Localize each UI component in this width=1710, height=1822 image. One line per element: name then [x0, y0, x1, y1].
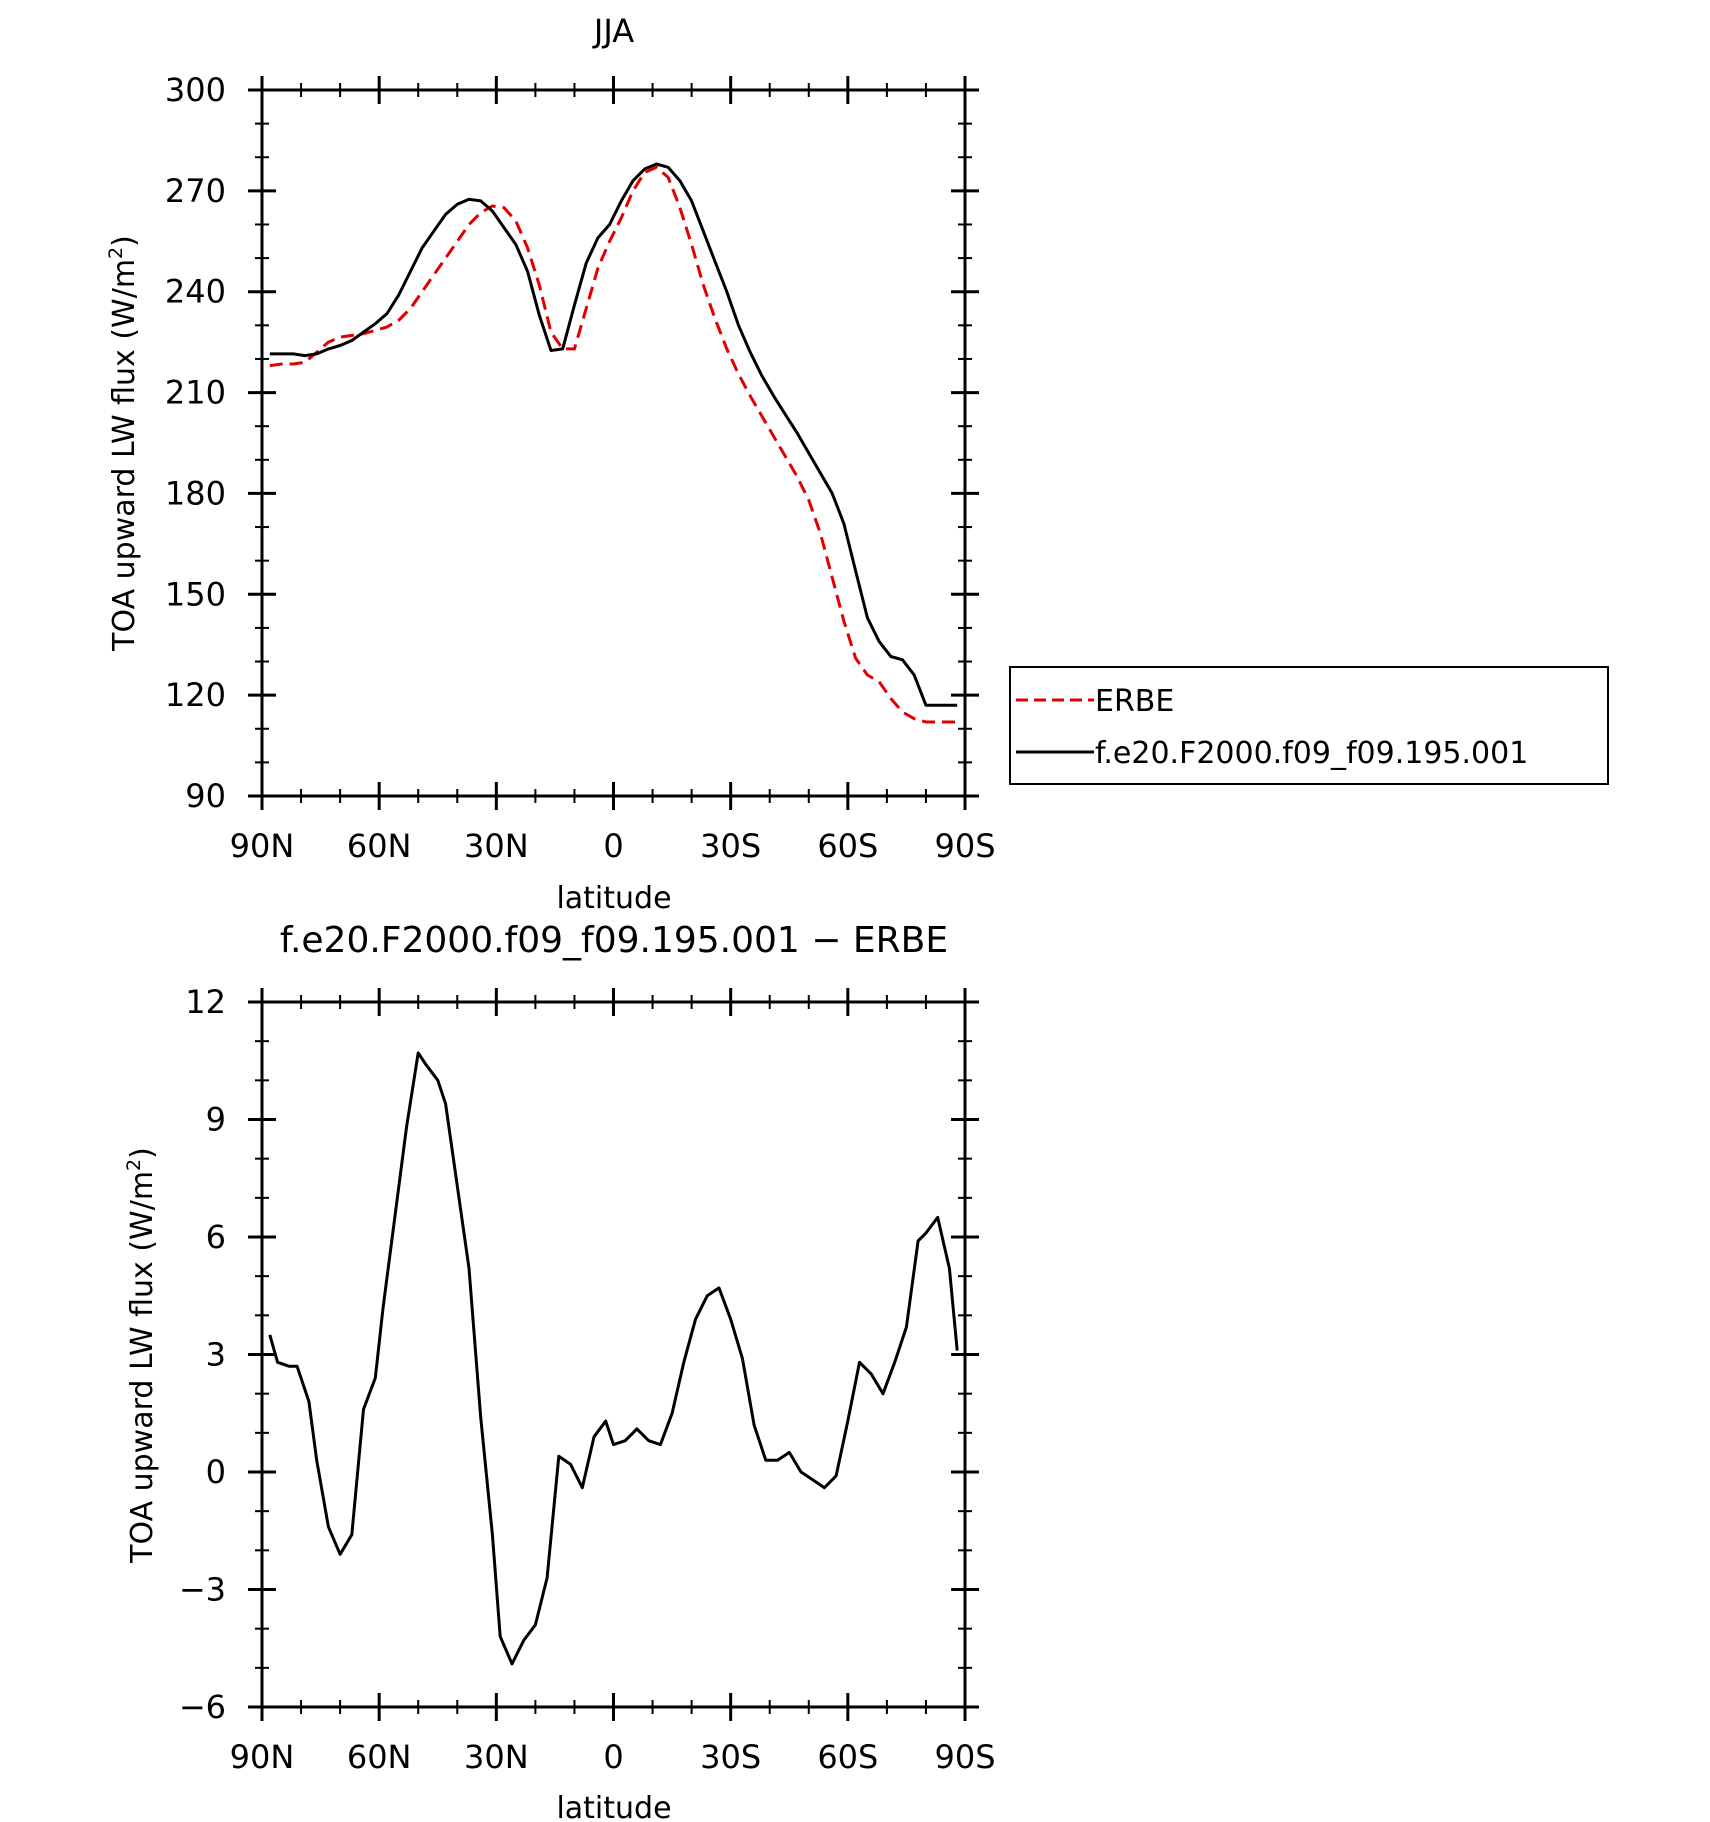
- top-y-axis-label: TOA upward LW flux (W/m2): [105, 235, 142, 652]
- y-tick-label: 180: [165, 474, 226, 512]
- x-tick-label: 60N: [347, 827, 412, 865]
- x-tick-label: 30N: [464, 827, 529, 865]
- y-tick-label: 9: [206, 1101, 226, 1139]
- top-y-axis-label-close: ): [107, 235, 142, 247]
- y-tick-label: 300: [165, 71, 226, 109]
- top-plot-frame: [260, 88, 967, 798]
- bottom-panel: f.e20.F2000.f09_f09.195.001 − ERBE 90N 60…: [123, 920, 996, 1822]
- x-tick-label: 30S: [700, 827, 761, 865]
- bottom-y-axis-label-main: TOA upward LW flux (W/m: [125, 1171, 160, 1564]
- y-tick-label: 150: [165, 575, 226, 613]
- y-tick-label: −3: [179, 1571, 226, 1609]
- x-tick-label: 90N: [230, 827, 295, 865]
- bottom-series: [268, 1051, 959, 1666]
- legend: ERBE f.e20.F2000.f09_f09.195.001: [1009, 666, 1609, 785]
- x-tick-label: 0: [603, 1738, 623, 1776]
- y-tick-label: 12: [185, 983, 226, 1021]
- legend-label-erbe: ERBE: [1095, 684, 1174, 719]
- y-tick-label: −6: [179, 1688, 226, 1726]
- y-tick-label: 90: [185, 777, 226, 815]
- y-tick-label: 0: [206, 1453, 226, 1491]
- bottom-y-axis-label-sup: 2: [123, 1159, 145, 1171]
- x-tick-label: 60S: [817, 1738, 878, 1776]
- bottom-series-line-0: [268, 1051, 959, 1666]
- x-tick-label: 90S: [934, 827, 995, 865]
- x-tick-label: 90N: [230, 1738, 295, 1776]
- top-y-axis-label-sup: 2: [105, 247, 127, 259]
- top-chart-title: JJA: [592, 12, 634, 50]
- y-tick-label: 270: [165, 172, 226, 210]
- x-tick-label: 60N: [347, 1738, 412, 1776]
- bottom-x-axis-label: latitude: [556, 1791, 671, 1822]
- top-x-axis-label: latitude: [556, 881, 671, 916]
- legend-label-model: f.e20.F2000.f09_f09.195.001: [1095, 736, 1528, 771]
- x-tick-label: 90S: [934, 1738, 995, 1776]
- y-tick-label: 210: [165, 374, 226, 412]
- top-series: [269, 162, 958, 724]
- y-tick-label: 240: [165, 273, 226, 311]
- top-series-line-f-e20-f2000-f09-f09-195-001: [269, 162, 958, 707]
- top-y-axis-label-main: TOA upward LW flux (W/m: [107, 259, 142, 652]
- top-series-line-erbe: [269, 165, 958, 724]
- y-tick-label: 6: [206, 1218, 226, 1256]
- x-tick-label: 30S: [700, 1738, 761, 1776]
- bottom-y-axis-label-close: ): [125, 1147, 160, 1159]
- x-tick-label: 30N: [464, 1738, 529, 1776]
- x-tick-label: 60S: [817, 827, 878, 865]
- top-ticks: 90N 60N 30N 0 30S 60S 90S 90 120 150 180 210 240 270 3…: [165, 71, 996, 865]
- bottom-y-axis-label: TOA upward LW flux (W/m2): [123, 1147, 160, 1564]
- y-tick-label: 120: [165, 676, 226, 714]
- legend-box: [1009, 666, 1609, 785]
- y-tick-label: 3: [206, 1336, 226, 1374]
- bottom-chart-title: f.e20.F2000.f09_f09.195.001 − ERBE: [280, 920, 948, 961]
- x-tick-label: 0: [603, 827, 623, 865]
- bottom-plot-frame: [260, 1000, 967, 1709]
- top-panel: JJA 90N 60N 30N 0 30S 60S 90S 90 120 150 180 210 240…: [105, 12, 1609, 916]
